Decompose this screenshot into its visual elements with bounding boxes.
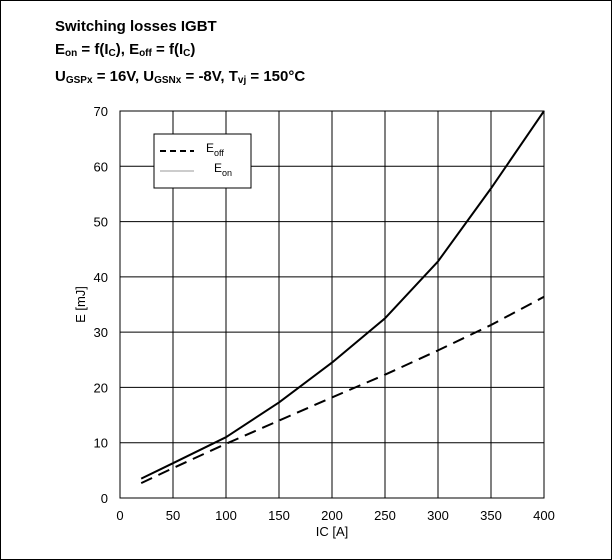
- legend: Eoff Eon: [153, 133, 252, 189]
- chart-title: Switching losses IGBT: [55, 15, 305, 38]
- x-tick-label: 0: [116, 508, 123, 523]
- x-tick-label: 50: [166, 508, 180, 523]
- x-tick-label: 100: [215, 508, 237, 523]
- y-tick-label: 20: [94, 380, 108, 395]
- series-line-eoff: [140, 295, 545, 485]
- plot-border: [119, 110, 545, 499]
- x-tick-label: 350: [480, 508, 502, 523]
- y-tick-label: 60: [94, 159, 108, 174]
- x-tick-label: 250: [374, 508, 396, 523]
- x-axis-label: IC [A]: [316, 524, 349, 539]
- legend-entry-eoff: Eoff: [206, 141, 224, 158]
- grid: [120, 111, 544, 498]
- y-tick-label: 40: [94, 270, 108, 285]
- x-tick-label: 300: [427, 508, 449, 523]
- chart-title-block: Switching losses IGBT Eon = f(IC), Eoff …: [55, 15, 305, 92]
- x-tick-label: 150: [268, 508, 290, 523]
- y-tick-label: 70: [94, 104, 108, 119]
- chart-subtitle-1: Eon = f(IC), Eoff = f(IC): [55, 41, 196, 59]
- legend-entry-eon: Eon: [214, 161, 232, 178]
- x-tick-label: 400: [533, 508, 555, 523]
- y-tick-label: 10: [94, 436, 108, 451]
- tick-labels: 0 50 100 150 200 250 300 350 400 0 10 20 30 40 50 60 70: [94, 104, 555, 523]
- y-axis-label: E [mJ]: [73, 286, 88, 323]
- x-tick-label: 200: [321, 508, 343, 523]
- y-tick-label: 50: [94, 215, 108, 230]
- legend-box: [153, 133, 252, 189]
- chart-title-line1: Switching losses IGBT: [55, 18, 217, 35]
- y-tick-label: 0: [101, 491, 108, 506]
- series-layer: [140, 110, 545, 485]
- y-tick-label: 30: [94, 325, 108, 340]
- series-line-eon: [140, 110, 545, 480]
- chart-subtitle-2: UGSPx = 16V, UGSNx = -8V, Tvj = 150°C: [55, 68, 306, 86]
